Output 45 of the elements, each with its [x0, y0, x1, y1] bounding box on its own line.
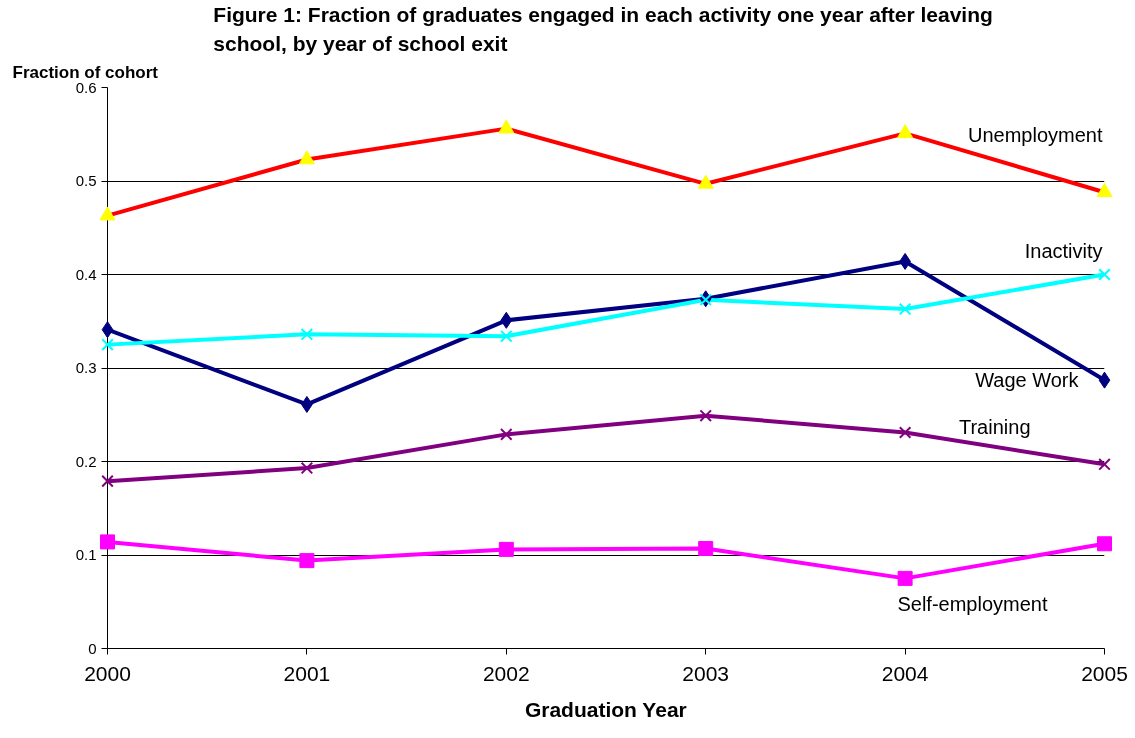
point [101, 474, 114, 488]
point [1097, 536, 1112, 552]
series-label: Inactivity [1024, 239, 1103, 262]
series-label: Training [958, 416, 1031, 439]
point [1098, 371, 1111, 389]
point [99, 206, 116, 221]
point [898, 426, 912, 439]
point [100, 534, 115, 550]
y-tick-label: 0.4 [75, 265, 97, 283]
point [500, 428, 513, 441]
point [1098, 458, 1111, 471]
point [300, 461, 314, 475]
point [298, 150, 315, 165]
point [500, 329, 513, 343]
x-tick-label: 2000 [84, 661, 131, 685]
point [897, 124, 914, 139]
point [897, 570, 913, 586]
series-label: Self-employment [897, 592, 1048, 615]
x-tick-label: 2005 [1081, 661, 1128, 685]
y-tick-label: 0 [88, 639, 97, 657]
y-tick-label: 0.3 [75, 359, 97, 376]
point [498, 119, 515, 134]
series-label: Unemployment [968, 124, 1103, 147]
y-tick-label: 0.1 [75, 546, 97, 563]
point [101, 321, 114, 339]
x-tick-label: 2004 [881, 661, 929, 685]
y-tick-label: 0.2 [75, 452, 97, 470]
point [698, 540, 714, 556]
chart-title: Figure 1: Fraction of graduates engaged in each activity one year after leaving school, by year of school exit [213, 2, 993, 55]
point [699, 409, 712, 422]
x-tick-label: 2001 [283, 661, 331, 685]
point [500, 311, 513, 329]
point [299, 553, 315, 569]
point [498, 541, 514, 557]
point [300, 328, 314, 341]
point [1098, 268, 1111, 281]
point [697, 174, 714, 189]
point [898, 302, 912, 316]
point [1096, 183, 1113, 198]
point [101, 338, 114, 351]
x-tick-label: 2003 [682, 661, 730, 685]
x-tick-label: 2002 [482, 661, 530, 685]
series-label: Wage Work [975, 369, 1080, 392]
x-axis-title: Graduation Year [524, 697, 687, 721]
y-tick-label: 0.5 [75, 172, 97, 189]
